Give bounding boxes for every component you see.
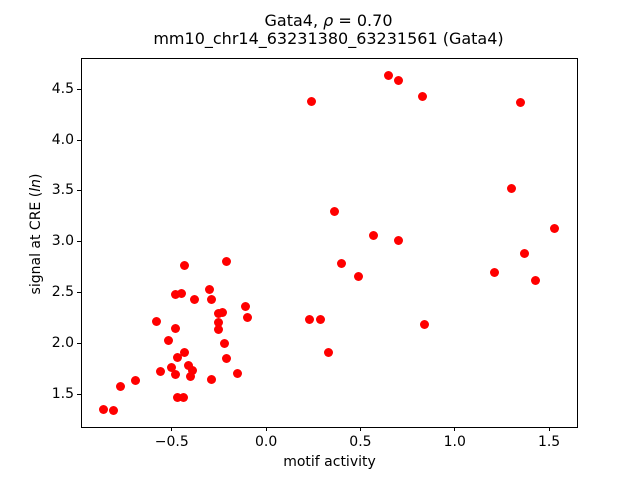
- data-point: [384, 70, 394, 80]
- data-point: [116, 381, 126, 391]
- y-tick-label: 2.5: [51, 284, 74, 301]
- data-point: [189, 295, 199, 305]
- x-tick-label: 1.5: [537, 433, 561, 450]
- x-tick-mark: [454, 426, 456, 431]
- data-point: [337, 258, 347, 268]
- data-point: [240, 302, 250, 312]
- data-point: [222, 256, 231, 266]
- x-tick-mark: [548, 426, 550, 431]
- data-point: [171, 370, 181, 380]
- data-point: [206, 374, 216, 384]
- data-point: [531, 275, 541, 285]
- x-tick-label: 0.0: [254, 433, 278, 450]
- plot-title-line2: mm10_chr14_63231380_63231561 (Gata4): [153, 28, 504, 48]
- data-point: [206, 295, 216, 305]
- data-point: [108, 406, 118, 416]
- data-point: [520, 249, 530, 259]
- y-tick-label: 1.5: [51, 385, 74, 402]
- data-point: [550, 224, 560, 234]
- title-rho-value: = 0.70: [333, 11, 393, 30]
- plot-title-line1: Gata4, ρ = 0.70: [81, 12, 576, 30]
- data-point: [131, 375, 141, 385]
- y-tick-label: 3.5: [51, 182, 74, 199]
- y-tick-mark: [77, 190, 81, 192]
- plot-title: Gata4, ρ = 0.70 mm10_chr14_63231380_6323…: [81, 12, 576, 47]
- data-point: [222, 354, 231, 364]
- data-point: [418, 91, 428, 101]
- data-point: [188, 366, 198, 376]
- data-point: [306, 97, 316, 106]
- data-point: [218, 308, 228, 318]
- x-tick-label: −0.5: [154, 433, 189, 450]
- data-point: [184, 361, 194, 371]
- data-point: [220, 338, 230, 348]
- y-tick-label: 4.0: [51, 131, 74, 148]
- data-point: [176, 289, 186, 299]
- x-tick-mark: [171, 426, 173, 431]
- data-point: [180, 260, 190, 270]
- y-tick-mark: [77, 139, 81, 141]
- data-point: [214, 324, 224, 334]
- x-tick-mark: [265, 426, 267, 431]
- y-tick-mark: [77, 88, 81, 90]
- data-point: [354, 271, 364, 281]
- data-point: [172, 392, 182, 402]
- data-point: [393, 236, 403, 246]
- data-point: [171, 290, 181, 300]
- data-point: [516, 98, 526, 108]
- data-point: [163, 335, 173, 345]
- data-point: [316, 314, 326, 324]
- x-axis-label: motif activity: [283, 453, 376, 470]
- data-point: [99, 405, 109, 415]
- y-tick-label: 4.5: [51, 80, 74, 97]
- data-point: [171, 323, 181, 333]
- data-point: [233, 369, 243, 379]
- y-tick-label: 3.0: [51, 233, 74, 250]
- data-point: [506, 184, 516, 194]
- rho-symbol: ρ: [323, 11, 334, 30]
- y-tick-mark: [77, 342, 81, 344]
- y-tick-mark: [77, 393, 81, 395]
- data-point: [167, 363, 177, 373]
- data-point: [489, 267, 499, 277]
- title-gene: Gata4,: [264, 11, 324, 30]
- x-tick-label: 0.5: [349, 433, 372, 450]
- data-point: [393, 75, 403, 85]
- plot-axes: motif activity signal at CRE (ln) −0.5 0.…: [28, 57, 578, 470]
- data-point: [420, 319, 430, 329]
- data-point: [329, 206, 339, 216]
- y-tick-mark: [77, 292, 81, 294]
- x-tick-label: 1.0: [443, 433, 466, 450]
- data-point: [172, 353, 182, 363]
- data-point: [242, 312, 252, 322]
- data-point: [152, 316, 162, 326]
- data-point: [180, 348, 190, 358]
- data-point: [155, 367, 165, 377]
- data-point: [205, 285, 215, 295]
- y-tick-label: 2.0: [51, 334, 74, 351]
- data-point: [369, 231, 379, 241]
- data-point: [186, 372, 196, 382]
- x-tick-mark: [359, 426, 361, 431]
- data-point: [214, 317, 224, 327]
- y-tick-mark: [77, 241, 81, 243]
- data-point: [305, 314, 314, 324]
- data-point: [323, 348, 333, 358]
- data-point: [178, 392, 188, 402]
